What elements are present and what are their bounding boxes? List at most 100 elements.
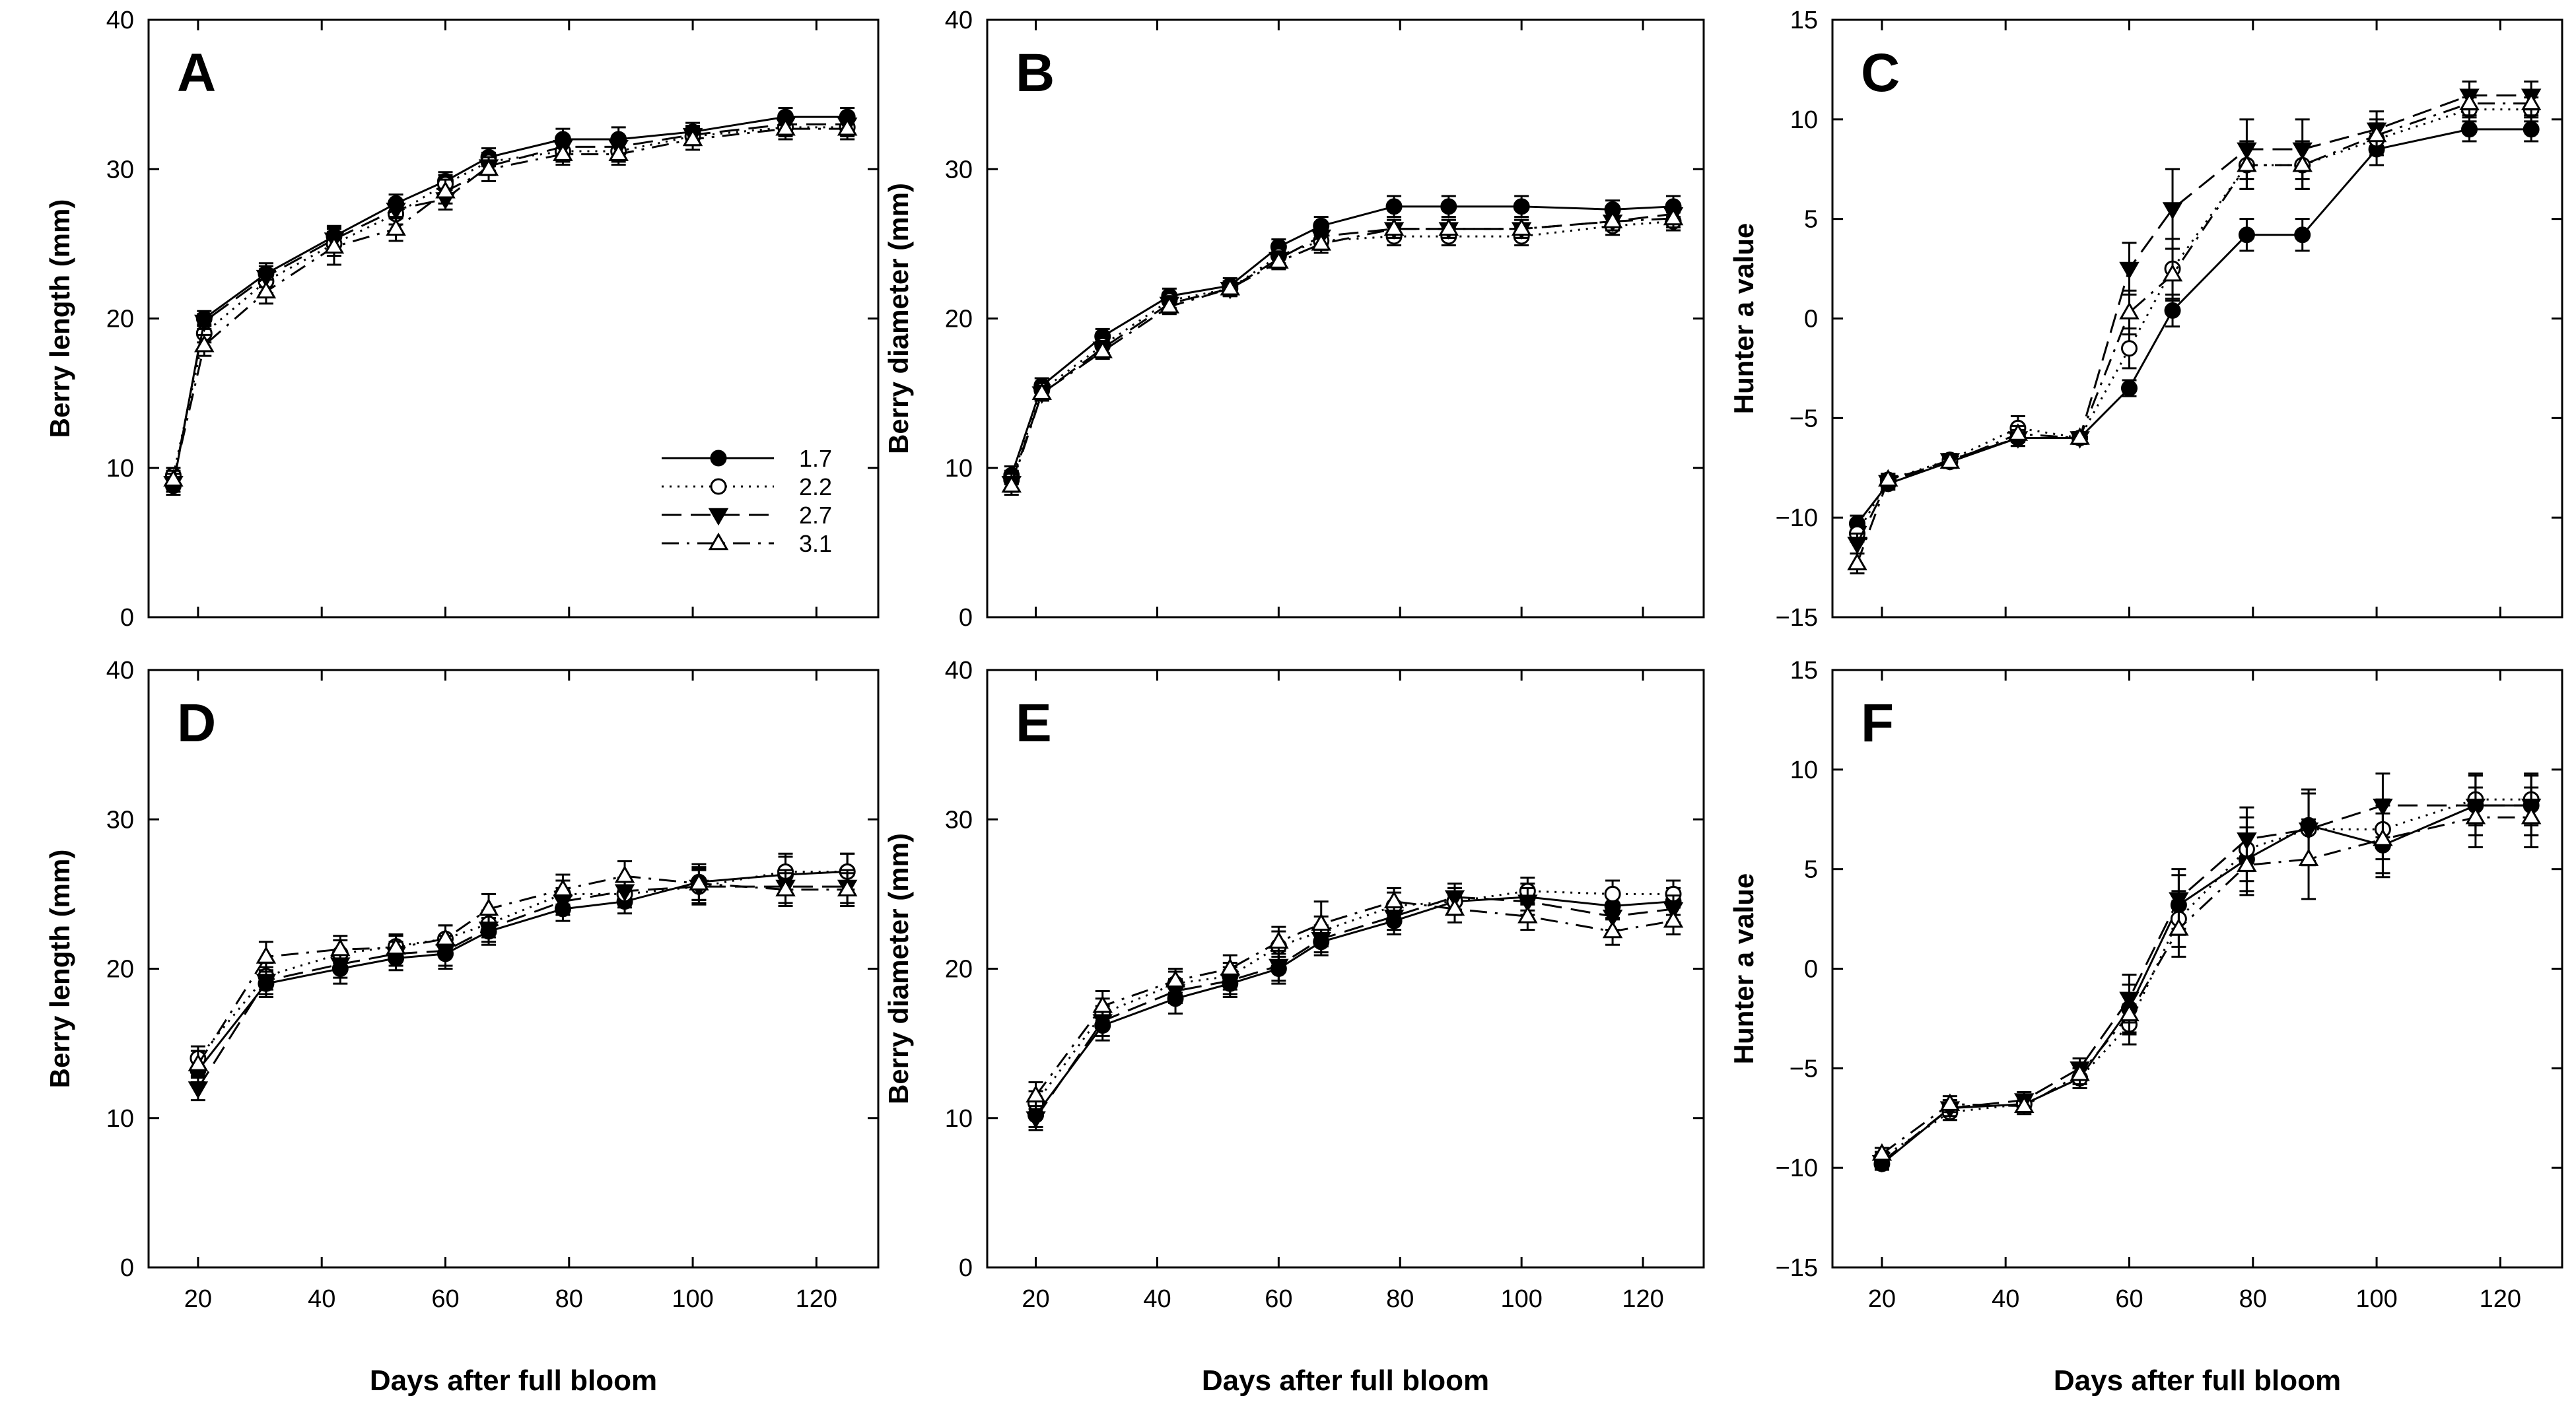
series-line — [1010, 217, 1674, 487]
legend-label: 1.7 — [799, 445, 832, 472]
y-tick-label: −5 — [1790, 1055, 1818, 1083]
data-point — [837, 118, 858, 136]
data-point — [386, 218, 406, 236]
data-point — [435, 928, 456, 946]
data-point — [2119, 261, 2140, 280]
data-point — [1220, 958, 1241, 976]
y-tick-label: 0 — [120, 604, 134, 632]
y-tick-label: 15 — [1790, 657, 1818, 685]
y-tick-label: −15 — [1776, 1254, 1818, 1282]
data-point — [188, 1054, 209, 1071]
series-2-7-f — [1871, 772, 2542, 1173]
x-tick-label: 20 — [184, 1285, 212, 1313]
series-line — [1035, 896, 1674, 1119]
data-point — [1031, 382, 1052, 400]
data-point — [689, 873, 709, 890]
y-tick-label: 5 — [1804, 206, 1818, 234]
data-point — [1311, 913, 1331, 931]
series-line — [1035, 900, 1674, 1096]
data-point — [775, 879, 796, 896]
data-point — [330, 938, 351, 957]
data-point — [2465, 807, 2486, 824]
x-tick-label: 120 — [1622, 1285, 1663, 1313]
data-point — [1847, 537, 1867, 554]
data-point — [194, 314, 215, 333]
x-tick-label: 40 — [1143, 1285, 1171, 1313]
series-3-1-f — [1871, 786, 2542, 1161]
data-point — [2521, 807, 2542, 824]
data-point — [188, 1081, 209, 1099]
y-tick-label: −15 — [1776, 604, 1818, 632]
series-line — [1035, 890, 1674, 1104]
legend-marker — [708, 532, 729, 551]
panel-b: 0 10 20 30 40 B Berry diameter (mm) — [883, 7, 1705, 632]
x-tick-label: 100 — [1500, 1285, 1542, 1313]
y-tick-label: 0 — [120, 1254, 134, 1282]
series-2-2-e — [1027, 876, 1682, 1116]
data-point — [2523, 121, 2540, 138]
data-point — [256, 269, 277, 288]
panel-d: 0 10 20 30 40 20 40 60 80 100 120 D Berry length (mm… — [44, 657, 880, 1397]
data-point — [1440, 198, 1457, 215]
data-point — [1878, 469, 1898, 487]
data-point — [2119, 302, 2140, 319]
data-point — [2070, 427, 2090, 445]
data-point — [478, 158, 499, 176]
x-tick-label: 80 — [555, 1285, 583, 1313]
y-tick-label: 5 — [1804, 856, 1818, 884]
data-point — [1159, 296, 1180, 314]
series-2-2-c — [1848, 96, 2540, 543]
y-tick-label: 30 — [945, 806, 973, 834]
series-line — [172, 123, 848, 483]
panel-title-d: D — [177, 693, 216, 753]
plot-frame-b — [986, 18, 1705, 619]
y-tick-label: 40 — [106, 657, 134, 685]
data-point — [608, 143, 629, 161]
y-tick-label: 20 — [945, 306, 973, 333]
y-tick-label: 0 — [1804, 306, 1818, 333]
series-1-7-e — [1027, 883, 1682, 1128]
series-line — [1881, 804, 2532, 1165]
data-point — [2164, 302, 2181, 319]
data-point — [1311, 233, 1331, 251]
y-axis-label-d: Berry length (mm) — [44, 850, 75, 1089]
data-point — [1444, 898, 1465, 916]
series-line — [1881, 816, 2532, 1155]
y-tick-label: 10 — [1790, 756, 1818, 784]
series-1-7-f — [1873, 774, 2540, 1172]
y-axis-label-b: Berry diameter (mm) — [883, 183, 914, 454]
plot-frame-f — [1831, 669, 2563, 1269]
x-tick-label: 60 — [1265, 1285, 1292, 1313]
y-tick-label: 30 — [106, 806, 134, 834]
data-point — [1871, 1143, 1893, 1161]
data-point — [2238, 226, 2255, 244]
y-tick-label: 10 — [945, 1105, 973, 1133]
x-tick-label: 20 — [1022, 1285, 1049, 1313]
data-point — [1220, 278, 1241, 296]
series-1-7-d — [190, 852, 856, 1083]
x-tick-label: 120 — [796, 1285, 837, 1313]
legend-label: 2.7 — [799, 502, 832, 529]
data-point — [2070, 1063, 2090, 1081]
x-tick-label: 40 — [1992, 1285, 2019, 1313]
data-point — [2459, 92, 2480, 110]
x-tick-label: 100 — [2355, 1285, 2397, 1313]
data-point — [837, 879, 858, 896]
series-line — [1856, 128, 2532, 525]
series-3-1-d — [188, 860, 858, 1079]
x-axis-label-f: Days after full bloom — [2054, 1364, 2341, 1397]
data-point — [775, 118, 796, 136]
data-point — [2292, 154, 2313, 172]
legend-label: 2.2 — [799, 473, 832, 500]
data-point — [1092, 995, 1113, 1013]
series-3-1-e — [1026, 887, 1684, 1110]
data-point — [1847, 553, 1867, 570]
data-point — [2461, 121, 2478, 138]
y-tick-label: 30 — [106, 156, 134, 184]
series-2-7-d — [188, 869, 858, 1102]
y-axis-label-e: Berry diameter (mm) — [883, 833, 914, 1104]
series-line — [1035, 896, 1674, 1116]
data-point — [1513, 198, 1530, 215]
y-tick-label: 0 — [959, 604, 973, 632]
